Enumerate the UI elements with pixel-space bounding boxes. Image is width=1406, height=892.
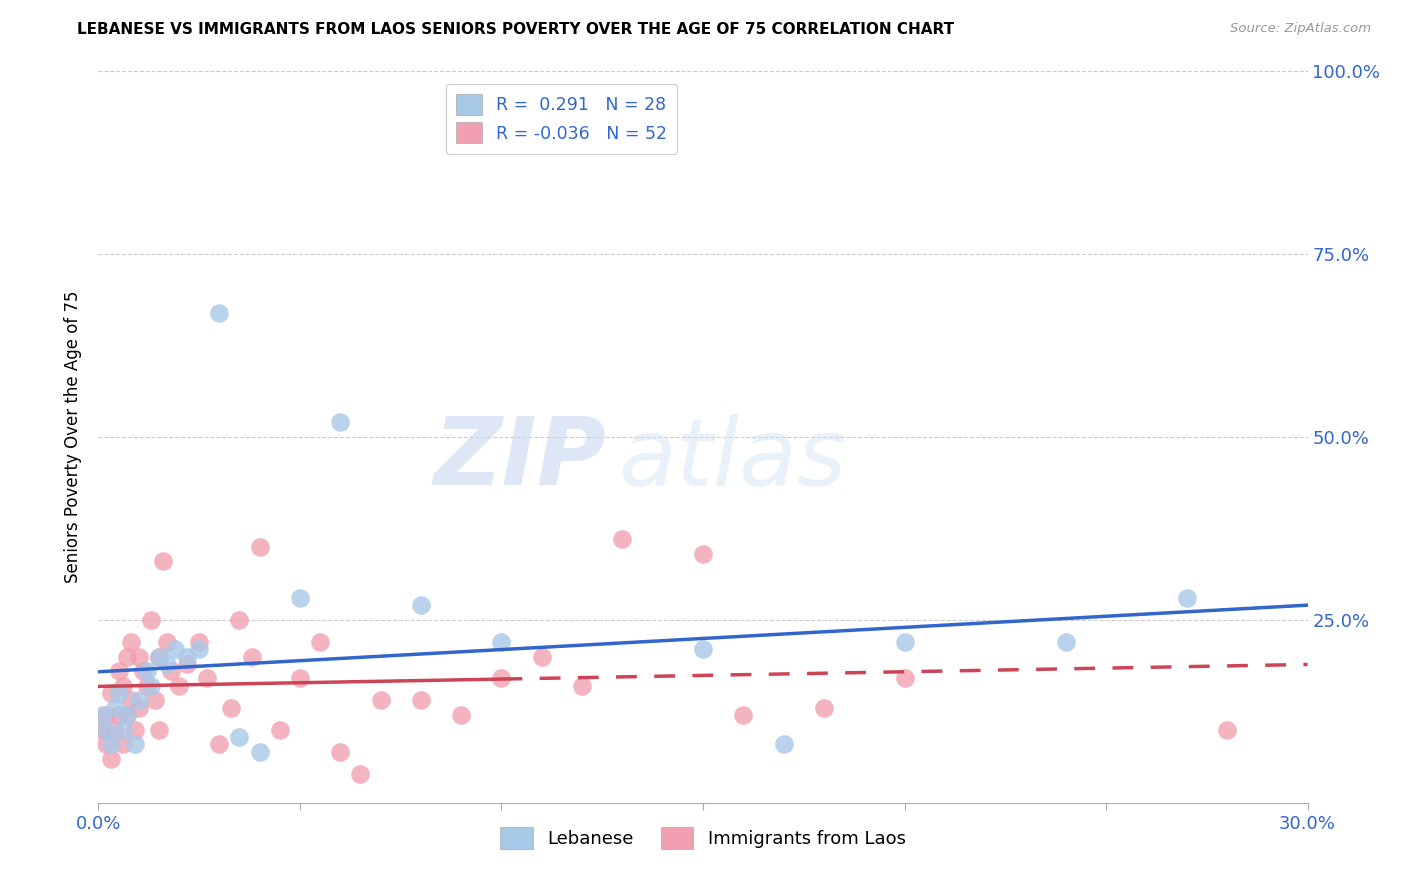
Point [156, 657, 179, 671]
Point [96, 737, 118, 751]
Point [450, 708, 472, 723]
Point [167, 679, 190, 693]
Point [188, 642, 211, 657]
Point [91, 708, 114, 723]
Point [176, 649, 198, 664]
Point [100, 737, 122, 751]
Point [269, 723, 291, 737]
Point [772, 737, 794, 751]
Point [148, 649, 170, 664]
Point [120, 693, 142, 707]
Point [103, 700, 125, 714]
Point [160, 664, 183, 678]
Point [612, 533, 634, 547]
Point [228, 613, 250, 627]
Point [111, 737, 134, 751]
Point [143, 693, 166, 707]
Point [692, 642, 714, 657]
Point [221, 700, 243, 714]
Text: ZIP: ZIP [433, 413, 606, 505]
Point [208, 306, 231, 320]
Point [188, 635, 211, 649]
Point [139, 679, 162, 693]
Point [120, 635, 142, 649]
Point [132, 664, 155, 678]
Point [349, 766, 371, 780]
Point [329, 745, 352, 759]
Point [152, 554, 174, 568]
Text: LEBANESE VS IMMIGRANTS FROM LAOS SENIORS POVERTY OVER THE AGE OF 75 CORRELATION : LEBANESE VS IMMIGRANTS FROM LAOS SENIORS… [77, 22, 955, 37]
Point [115, 708, 138, 723]
Point [491, 672, 513, 686]
Point [409, 693, 432, 707]
Point [893, 672, 915, 686]
Point [128, 649, 150, 664]
Point [128, 700, 150, 714]
Point [100, 752, 122, 766]
Point [107, 708, 129, 723]
Point [111, 723, 134, 737]
Point [1054, 635, 1077, 649]
Point [208, 737, 231, 751]
Text: atlas: atlas [619, 414, 846, 505]
Point [128, 693, 150, 707]
Point [228, 730, 250, 744]
Point [309, 635, 332, 649]
Point [240, 649, 263, 664]
Point [124, 737, 146, 751]
Point [96, 708, 118, 723]
Point [124, 723, 146, 737]
Point [100, 686, 122, 700]
Point [139, 613, 162, 627]
Point [1216, 723, 1239, 737]
Point [329, 416, 352, 430]
Point [115, 708, 138, 723]
Point [370, 693, 392, 707]
Point [491, 635, 513, 649]
Point [148, 649, 170, 664]
Text: Source: ZipAtlas.com: Source: ZipAtlas.com [1230, 22, 1371, 36]
Point [135, 664, 157, 678]
Point [135, 679, 157, 693]
Point [107, 664, 129, 678]
Point [249, 745, 271, 759]
Point [288, 591, 311, 605]
Point [571, 679, 593, 693]
Point [176, 657, 198, 671]
Point [409, 599, 432, 613]
Point [111, 679, 134, 693]
Point [148, 723, 170, 737]
Point [813, 700, 835, 714]
Point [249, 540, 271, 554]
Y-axis label: Seniors Poverty Over the Age of 75: Seniors Poverty Over the Age of 75 [65, 291, 83, 583]
Point [107, 686, 129, 700]
Point [115, 649, 138, 664]
Point [530, 649, 553, 664]
Point [288, 672, 311, 686]
Point [893, 635, 915, 649]
Point [163, 642, 186, 657]
Point [1175, 591, 1198, 605]
Point [96, 723, 118, 737]
Point [195, 672, 218, 686]
Point [733, 708, 755, 723]
Point [156, 635, 179, 649]
Legend: Lebanese, Immigrants from Laos: Lebanese, Immigrants from Laos [489, 816, 917, 860]
Point [103, 723, 125, 737]
Point [91, 723, 114, 737]
Point [692, 547, 714, 561]
